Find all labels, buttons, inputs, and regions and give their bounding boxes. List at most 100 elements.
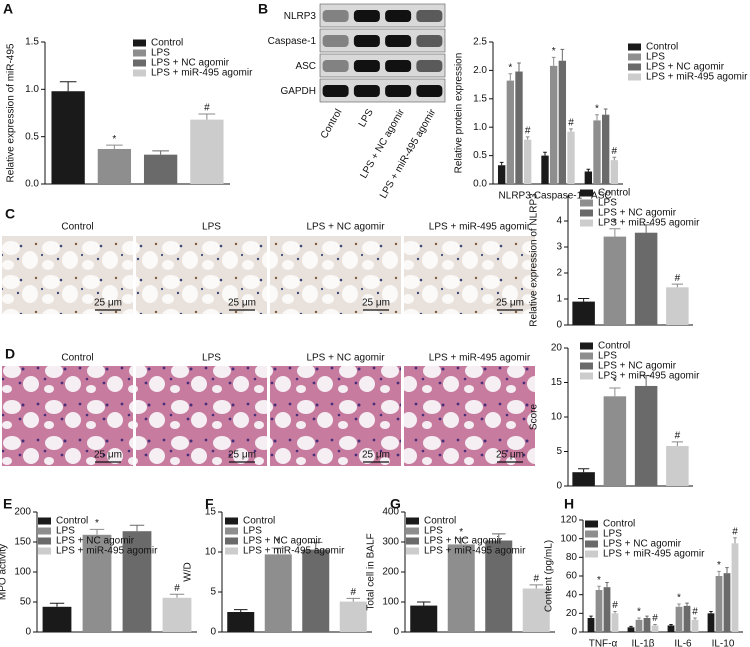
- y-tick-label: 2.0: [473, 65, 487, 76]
- legend-swatch: [406, 537, 419, 545]
- bar: [603, 236, 627, 325]
- error-bar: [717, 570, 721, 576]
- bar: [611, 613, 619, 632]
- error-bar: [517, 62, 521, 72]
- bar: [603, 587, 611, 632]
- significance-mark: *: [613, 377, 617, 388]
- y-tick-label: 0: [393, 627, 399, 638]
- legend-label: LPS + miR-495 agomir: [424, 546, 526, 557]
- bar: [264, 554, 292, 632]
- error-bar: [613, 610, 617, 614]
- y-tick-label: 0: [556, 481, 562, 492]
- panel-letter: D: [5, 346, 15, 362]
- error-bar: [640, 375, 652, 386]
- legend-swatch: [133, 59, 146, 67]
- bar: [723, 573, 731, 632]
- scale-bar-label: 25 μm: [362, 450, 390, 461]
- micrograph: [136, 236, 267, 314]
- y-tick-label: 20: [551, 343, 563, 354]
- x-tick-label: IL-1β: [632, 639, 655, 647]
- legend-swatch: [580, 199, 593, 207]
- error-bar: [645, 615, 649, 618]
- error-bar: [529, 584, 543, 589]
- error-bar: [152, 150, 169, 155]
- y-axis-label: W/D: [183, 562, 194, 581]
- significance-mark: #: [692, 607, 698, 618]
- micrograph: [404, 366, 535, 466]
- scale-bar-label: 25 μm: [362, 298, 390, 309]
- bar: [558, 60, 567, 184]
- scale-bar-label: 25 μm: [228, 298, 256, 309]
- scale-bar-label: 25 μm: [94, 450, 122, 461]
- error-bar: [578, 297, 590, 302]
- y-tick-label: 15: [551, 377, 563, 388]
- significance-mark: *: [613, 217, 617, 228]
- error-bar: [603, 108, 608, 115]
- y-tick-label: 80: [566, 552, 578, 563]
- y-axis-label: Total cell in BALF: [366, 533, 377, 610]
- legend-swatch: [628, 43, 641, 51]
- y-tick-label: 1.5: [25, 37, 39, 48]
- error-bar: [543, 151, 547, 156]
- legend-swatch: [580, 219, 593, 227]
- blot-band: [322, 35, 349, 47]
- bar: [666, 445, 689, 486]
- legend-label: Control: [603, 519, 635, 530]
- legend-label: LPS + miR-495 agomir: [56, 546, 158, 557]
- bar: [593, 120, 601, 184]
- error-bar: [508, 73, 513, 81]
- error-bar: [89, 528, 105, 535]
- bar: [667, 625, 675, 632]
- micrograph-label: LPS + NC agomir: [306, 353, 385, 364]
- y-tick-label: 1.5: [473, 93, 487, 104]
- significance-mark: *: [112, 134, 116, 145]
- bar: [515, 71, 523, 184]
- y-axis-label: Relative expression of miR-495: [6, 43, 17, 182]
- error-bar: [671, 441, 683, 446]
- blot-band: [385, 35, 412, 47]
- bar: [485, 540, 513, 632]
- error-bar: [669, 624, 673, 626]
- x-tick-label: IL-10: [712, 639, 735, 647]
- y-axis-label: MPO activity: [0, 544, 9, 600]
- significance-mark: #: [533, 574, 539, 585]
- bar: [447, 544, 475, 632]
- error-bar: [671, 283, 683, 288]
- legend-swatch: [406, 527, 419, 535]
- blot-row-label: Caspase-1: [268, 36, 317, 47]
- legend-swatch: [225, 527, 238, 535]
- bar: [595, 590, 603, 632]
- blot-band: [322, 60, 349, 72]
- error-bar: [198, 113, 216, 120]
- legend-label: Control: [598, 188, 630, 199]
- legend-label: Control: [151, 38, 183, 49]
- scale-bar-label: 25 μm: [228, 450, 256, 461]
- legend-label: Control: [598, 341, 630, 352]
- legend-swatch: [580, 342, 593, 350]
- y-tick-label: 20: [566, 608, 578, 619]
- y-tick-label: 15: [205, 507, 217, 518]
- y-tick-label: 0: [571, 627, 577, 638]
- y-tick-label: 3: [556, 242, 562, 253]
- error-bar: [609, 228, 621, 237]
- error-bar: [637, 617, 641, 620]
- y-axis-label: Score: [529, 404, 540, 431]
- error-bar: [709, 610, 713, 614]
- legend-label: LPS: [646, 52, 665, 63]
- bar: [587, 618, 595, 632]
- blot-lane-label: Control: [319, 107, 345, 140]
- micrograph-label: LPS: [202, 222, 221, 233]
- y-tick-label: 40: [566, 589, 578, 600]
- y-tick-label: 100: [382, 597, 399, 608]
- error-bar: [454, 537, 468, 545]
- bar: [584, 171, 593, 184]
- legend-swatch: [580, 372, 593, 380]
- legend-label: Control: [646, 42, 678, 53]
- error-bar: [733, 537, 737, 544]
- error-bar: [551, 56, 556, 66]
- micrograph-label: LPS: [202, 353, 221, 364]
- bar: [572, 472, 595, 486]
- micrograph: [136, 366, 267, 466]
- blot-band: [322, 10, 349, 22]
